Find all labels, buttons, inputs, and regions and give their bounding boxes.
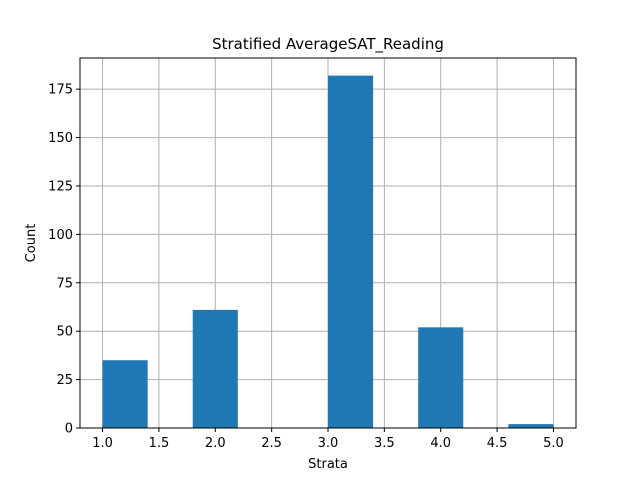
x-tick-label: 1.0: [92, 436, 113, 451]
y-axis-ticks: 0 25 50 75 100 125 150 175: [48, 83, 80, 437]
y-tick-label: 100: [48, 228, 73, 243]
x-tick-label: 3.5: [374, 436, 395, 451]
y-tick-label: 75: [56, 276, 73, 291]
y-tick-label: 25: [56, 373, 73, 388]
chart-title: Stratified AverageSAT_Reading: [212, 35, 444, 54]
y-tick-label: 0: [65, 422, 73, 437]
y-tick-label: 125: [48, 179, 73, 194]
histogram-bar: [418, 327, 464, 428]
y-tick-label: 150: [48, 131, 73, 146]
x-axis-label: Strata: [308, 457, 348, 472]
y-axis-label: Count: [24, 224, 39, 263]
x-tick-label: 1.5: [149, 436, 170, 451]
histogram-bar: [328, 75, 374, 428]
y-tick-label: 50: [56, 325, 73, 340]
histogram-bar: [508, 424, 554, 428]
x-tick-label: 4.5: [487, 436, 508, 451]
bars: [102, 75, 554, 428]
x-tick-label: 3.0: [318, 436, 339, 451]
histogram-bar: [192, 309, 238, 428]
x-tick-label: 5.0: [543, 436, 564, 451]
x-tick-label: 2.0: [205, 436, 226, 451]
x-axis-ticks: 1.0 1.5 2.0 2.5 3.0 3.5 4.0 4.5 5.0: [92, 428, 564, 451]
x-tick-label: 2.5: [261, 436, 282, 451]
histogram-bar: [102, 360, 148, 428]
y-tick-label: 175: [48, 83, 73, 98]
x-tick-label: 4.0: [430, 436, 451, 451]
